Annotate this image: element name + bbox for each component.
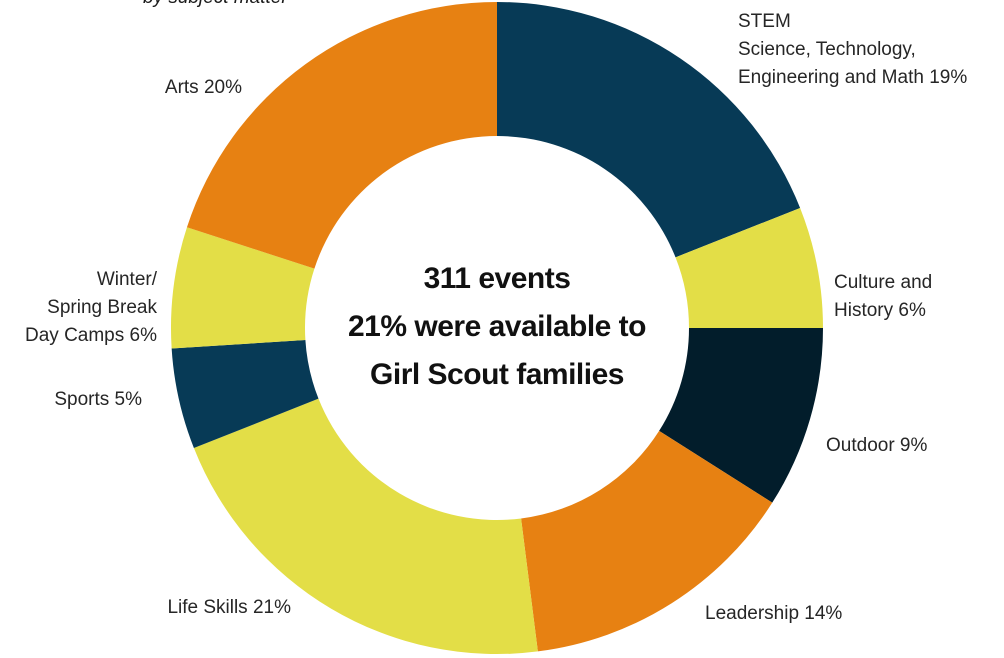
slice-sports — [171, 340, 319, 449]
slice-label-culture: Culture and History 6% — [834, 272, 932, 321]
donut-slices — [170, 2, 823, 654]
slice-winter-camps — [170, 227, 315, 349]
slice-label-arts: Arts 20% — [165, 77, 242, 98]
slice-label-leadership: Leadership 14% — [705, 603, 842, 624]
slice-label-sports: Sports 5% — [54, 389, 142, 410]
slice-label-line: Science, Technology, — [738, 39, 916, 60]
center-line-events: 311 events — [424, 262, 571, 295]
slice-culture — [675, 207, 823, 328]
slice-label-line: Winter/ — [97, 269, 158, 290]
slice-label-line: Spring Break — [47, 297, 157, 318]
slice-label-stem: STEM Science, Technology, Engineering and … — [738, 11, 967, 88]
slice-outdoor — [659, 328, 823, 503]
slice-label-line: STEM — [738, 11, 791, 32]
center-summary: 311 events 21% were available to Girl Sc… — [348, 262, 647, 391]
slice-label-line: Leadership 14% — [705, 603, 842, 624]
slice-label-line: Engineering and Math 19% — [738, 67, 967, 88]
slice-label-line: Outdoor 9% — [826, 435, 927, 456]
slice-leadership — [521, 430, 773, 652]
slice-labels: STEM Science, Technology, Engineering and … — [25, 11, 967, 624]
slice-label-line: Sports 5% — [54, 389, 142, 410]
slice-label-outdoor: Outdoor 9% — [826, 435, 927, 456]
slice-label-life-skills: Life Skills 21% — [167, 597, 291, 618]
slice-label-line: Arts 20% — [165, 77, 242, 98]
center-line-availability: 21% were available to — [348, 310, 646, 343]
slice-stem — [497, 2, 801, 258]
slice-life-skills — [193, 398, 538, 654]
slice-label-line: Day Camps 6% — [25, 325, 157, 346]
center-line-audience: Girl Scout families — [370, 358, 624, 391]
slice-label-line: Culture and — [834, 272, 932, 293]
slice-label-line: History 6% — [834, 300, 926, 321]
slice-label-line: Life Skills 21% — [167, 597, 291, 618]
chart-subtitle: by subject matter — [143, 0, 288, 9]
slice-arts — [186, 2, 498, 269]
slice-label-winter-camps: Winter/Spring Break Day Camps 6% — [25, 269, 158, 346]
